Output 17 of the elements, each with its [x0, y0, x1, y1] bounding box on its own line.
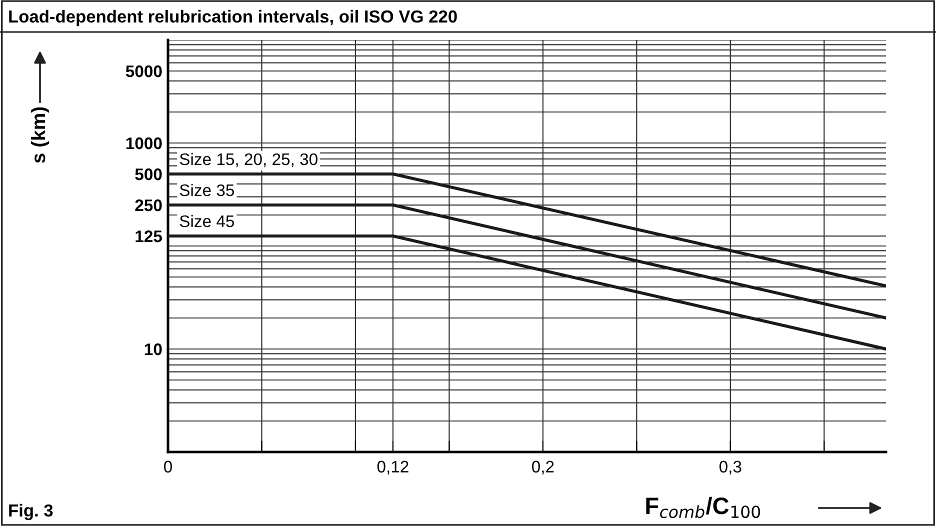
series-label: Size 15, 20, 25, 30 [180, 152, 318, 168]
y-tick-label: 125 [136, 230, 162, 242]
series-label: Size 45 [180, 214, 234, 228]
y-tick-label: 10 [144, 343, 162, 356]
x-axis-title: F$_{comb}$/C$_{100}$ [646, 496, 760, 518]
x-tick-label: 0,3 [719, 460, 742, 475]
y-tick-label: 500 [135, 168, 162, 180]
y-tick-label: 250 [135, 199, 162, 212]
x-tick-label: 0,2 [532, 460, 554, 475]
caption: Fig. 3 [9, 504, 53, 520]
chart-title: Load-dependent relubrication intervals, oil ISO VG 220 [9, 10, 457, 26]
y-tick-label: 1000 [126, 137, 162, 150]
y-tick-label: 5000 [126, 65, 162, 78]
series-label: Size 35 [180, 184, 234, 196]
y-axis-title: s (km) [30, 107, 50, 163]
x-tick-label: 0,12 [377, 460, 408, 475]
x-tick-label: 0 [164, 460, 172, 473]
